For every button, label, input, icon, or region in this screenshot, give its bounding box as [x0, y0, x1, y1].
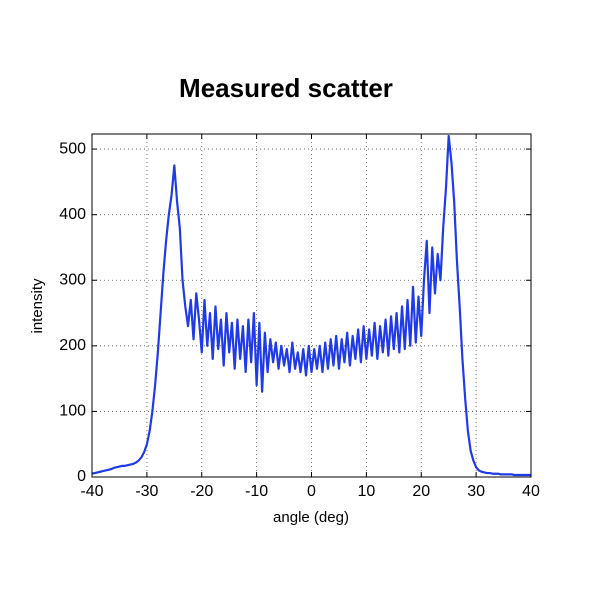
y-axis-label: intensity: [29, 278, 46, 334]
x-tick-label: 30: [467, 483, 485, 500]
y-tick-label: 300: [59, 271, 86, 288]
x-tick-label: -40: [80, 483, 103, 500]
y-tick-label: 500: [59, 140, 86, 157]
x-tick-label: 20: [412, 483, 430, 500]
y-tick-label: 200: [59, 337, 86, 354]
x-axis-label: angle (deg): [273, 509, 349, 526]
x-tick-label: -20: [190, 483, 213, 500]
y-tick-label: 100: [59, 403, 86, 420]
x-tick-label: 40: [522, 483, 540, 500]
plot-frame: [91, 133, 532, 478]
y-tick-label: 400: [59, 206, 86, 223]
line: [91, 134, 531, 477]
y-tick-label: 0: [77, 468, 86, 485]
x-tick-label: -30: [135, 483, 158, 500]
chart-title: Measured scatter: [179, 73, 393, 103]
x-tick-label: -10: [245, 483, 268, 500]
x-tick-label: 0: [307, 483, 316, 500]
x-tick-label: 10: [357, 483, 375, 500]
